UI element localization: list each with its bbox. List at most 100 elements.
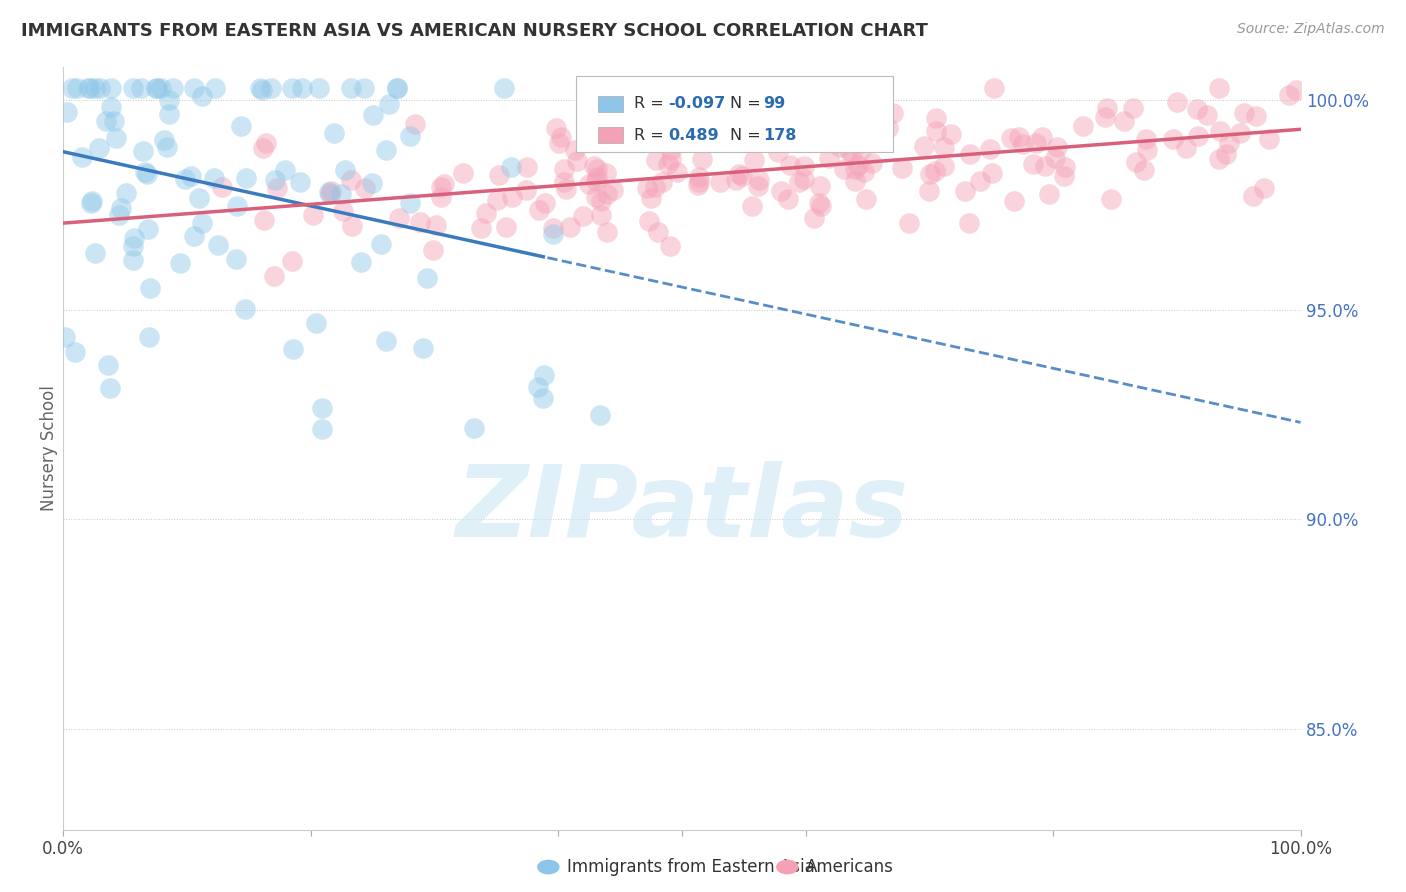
Point xyxy=(1244,109,1267,123)
Point xyxy=(1208,152,1230,166)
Point xyxy=(180,169,202,183)
Point xyxy=(253,212,276,227)
Point xyxy=(891,161,914,175)
Point xyxy=(596,186,619,201)
Point xyxy=(838,143,860,157)
Point xyxy=(416,270,439,285)
Point xyxy=(748,173,770,187)
Point xyxy=(1038,187,1060,202)
Point xyxy=(638,214,661,228)
Point xyxy=(98,381,121,395)
Point xyxy=(769,184,792,198)
Point xyxy=(149,80,172,95)
Point xyxy=(742,153,765,167)
Point xyxy=(981,166,1004,180)
Point xyxy=(375,143,398,157)
Point xyxy=(533,196,555,211)
Point xyxy=(145,80,167,95)
Point xyxy=(157,93,180,107)
Text: Americans: Americans xyxy=(806,858,894,876)
Point xyxy=(274,163,297,178)
Point xyxy=(664,129,686,144)
Point xyxy=(264,173,287,187)
Point xyxy=(690,152,713,166)
Point xyxy=(793,159,815,173)
Text: N =: N = xyxy=(730,128,766,143)
Point xyxy=(231,119,253,133)
Point xyxy=(501,160,523,174)
Point xyxy=(1122,101,1144,115)
Point xyxy=(1053,169,1076,184)
Point xyxy=(541,227,564,241)
Point xyxy=(515,183,537,197)
Text: ZIPatlas: ZIPatlas xyxy=(456,461,908,558)
Point xyxy=(173,172,195,186)
Point xyxy=(553,162,575,177)
Point xyxy=(779,158,801,172)
Point xyxy=(288,175,311,189)
Point xyxy=(409,215,432,229)
Point xyxy=(589,408,612,422)
Point xyxy=(110,201,132,215)
Point xyxy=(709,175,731,189)
Point xyxy=(146,80,169,95)
Point xyxy=(1166,95,1188,109)
Point xyxy=(657,157,679,171)
Point xyxy=(211,180,233,194)
Point xyxy=(818,151,841,165)
Point xyxy=(1195,108,1218,122)
Point xyxy=(399,196,422,211)
Point xyxy=(766,145,789,159)
Point xyxy=(583,159,606,173)
Point xyxy=(918,184,941,198)
Point xyxy=(252,141,274,155)
Point xyxy=(100,80,122,95)
Point xyxy=(470,220,492,235)
Point xyxy=(387,80,409,95)
Point xyxy=(602,183,624,197)
Text: Source: ZipAtlas.com: Source: ZipAtlas.com xyxy=(1237,22,1385,37)
Point xyxy=(1053,160,1076,174)
Point xyxy=(340,219,363,234)
Point xyxy=(114,186,136,200)
Point xyxy=(204,80,226,95)
Point xyxy=(311,422,333,436)
Point xyxy=(925,112,948,126)
Point xyxy=(955,185,977,199)
Point xyxy=(924,164,946,178)
Point xyxy=(686,178,709,192)
Point xyxy=(84,246,107,260)
Point xyxy=(254,136,277,150)
Point xyxy=(1071,120,1094,134)
Text: -0.097: -0.097 xyxy=(668,96,725,112)
Point xyxy=(388,211,411,226)
Point xyxy=(912,139,935,153)
Point xyxy=(1008,130,1031,145)
Point xyxy=(1218,136,1240,150)
Point xyxy=(846,158,869,172)
Text: N =: N = xyxy=(730,96,766,112)
Point xyxy=(531,391,554,405)
Point xyxy=(619,93,641,107)
Point xyxy=(404,117,426,131)
Point xyxy=(1133,163,1156,178)
Point xyxy=(564,143,586,157)
Point xyxy=(488,168,510,182)
Point xyxy=(728,167,751,181)
Point xyxy=(66,80,89,95)
Point xyxy=(741,199,763,213)
Point xyxy=(553,176,575,190)
Point xyxy=(589,208,612,222)
Point xyxy=(191,89,214,103)
Point xyxy=(1033,159,1056,173)
Point xyxy=(453,165,475,179)
Point xyxy=(122,239,145,253)
Point xyxy=(941,127,963,141)
Point xyxy=(87,141,110,155)
Point xyxy=(659,144,682,158)
Point xyxy=(378,97,401,112)
Point xyxy=(319,186,342,201)
Point xyxy=(546,120,568,135)
Point xyxy=(430,179,453,194)
Point xyxy=(430,189,453,203)
